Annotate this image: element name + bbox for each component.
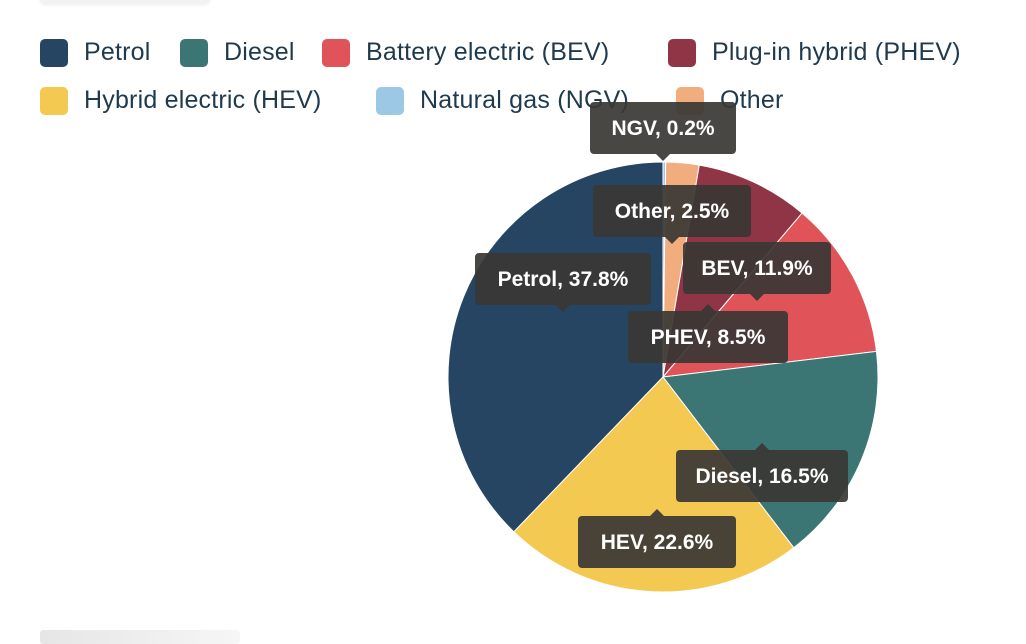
tooltip-pointer (701, 304, 715, 311)
tooltip-box (590, 102, 736, 154)
source-note-faint (40, 630, 240, 644)
legend-swatch-bev (322, 38, 350, 67)
legend-label-diesel: Diesel (224, 38, 295, 66)
legend-label-bev: Battery electric (BEV) (366, 38, 610, 66)
tooltip-label: Other, 2.5% (615, 200, 730, 223)
tooltip-pointer (665, 237, 679, 244)
tooltip-box (475, 253, 651, 305)
legend-swatch-diesel (180, 38, 208, 67)
tooltip-ngv: NGV, 0.2% (590, 102, 736, 161)
tooltip-label: Diesel, 16.5% (695, 465, 828, 488)
tooltip-label: BEV, 11.9% (701, 257, 813, 280)
tooltip-box (593, 185, 751, 237)
legend-swatch-petrol (40, 38, 68, 67)
tooltip-pointer (755, 443, 769, 450)
tooltip-pointer (656, 154, 670, 161)
tooltip-label: PHEV, 8.5% (651, 326, 766, 349)
pie-tooltips: NGV, 0.2% Other, 2.5% Petrol, 37.8% BEV, 11… (475, 102, 848, 568)
chart-legend: Petrol Diesel Battery electric (BEV) Plu… (0, 0, 1026, 130)
legend-item-phev[interactable]: Plug-in hybrid (PHEV) (668, 38, 961, 67)
tooltip-label: Petrol, 37.8% (498, 268, 629, 291)
legend-item-petrol[interactable]: Petrol (40, 38, 151, 67)
legend-label-hev: Hybrid electric (HEV) (84, 86, 322, 114)
tooltip-bev: BEV, 11.9% (683, 242, 831, 301)
legend-item-bev[interactable]: Battery electric (BEV) (322, 38, 609, 67)
tooltip-pointer (556, 305, 570, 312)
legend-swatch-hev (40, 86, 68, 115)
tooltip-box (578, 516, 736, 568)
tooltip-other: Other, 2.5% (593, 185, 751, 244)
legend-label-petrol: Petrol (84, 38, 151, 66)
tooltip-box (683, 242, 831, 294)
legend-label-phev: Plug-in hybrid (PHEV) (712, 38, 961, 66)
tooltip-phev: PHEV, 8.5% (628, 304, 788, 363)
tooltip-box (628, 311, 788, 363)
top-tab-edge (40, 0, 210, 4)
tooltip-diesel: Diesel, 16.5% (676, 443, 848, 502)
tooltip-petrol: Petrol, 37.8% (475, 253, 651, 312)
tooltip-pointer (650, 509, 664, 516)
legend-swatch-phev (668, 38, 696, 67)
tooltip-hev: HEV, 22.6% (578, 509, 736, 568)
tooltip-box (676, 450, 848, 502)
tooltip-label: HEV, 22.6% (601, 531, 714, 554)
legend-swatch-ngv (376, 86, 404, 115)
legend-item-diesel[interactable]: Diesel (180, 38, 295, 67)
legend-item-hev[interactable]: Hybrid electric (HEV) (40, 86, 322, 115)
tooltip-label: NGV, 0.2% (611, 117, 714, 140)
tooltip-pointer (750, 294, 764, 301)
